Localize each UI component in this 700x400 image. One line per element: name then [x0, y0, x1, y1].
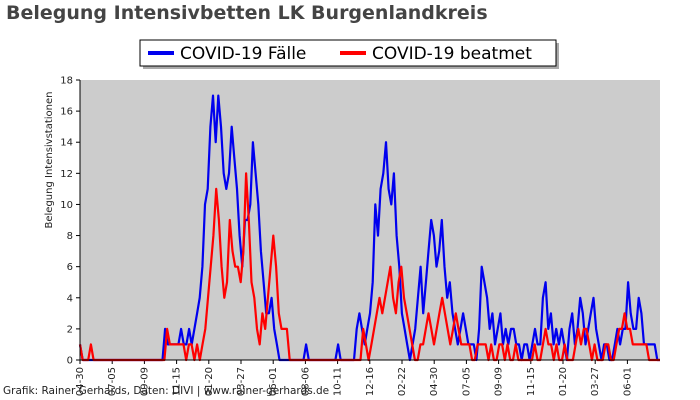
y-tick-label: 18: [60, 76, 73, 87]
x-tick-label: 04-30: [429, 367, 440, 396]
x-tick-label: 06-01: [622, 367, 633, 396]
y-axis-label: Belegung Intensivstationen: [44, 91, 55, 228]
x-tick-label: 07-05: [461, 367, 472, 396]
x-tick-label: 03-27: [236, 367, 247, 396]
x-tick-label: 11-15: [172, 367, 183, 396]
x-tick-label: 01-20: [558, 367, 569, 396]
series-line-beatmet: [78, 172, 660, 362]
x-tick-label: 03-27: [590, 367, 601, 396]
x-tick-label: 04-30: [75, 367, 86, 396]
y-tick-label: 0: [67, 356, 73, 367]
x-tick-label: 08-06: [300, 367, 311, 396]
x-tick-label: 02-22: [397, 367, 408, 396]
x-tick-label: 11-15: [526, 367, 537, 396]
x-tick-label: 10-11: [333, 367, 344, 396]
x-tick-label: 07-05: [107, 367, 118, 396]
x-tick-label: 12-16: [365, 367, 376, 396]
legend-label-beatmet: COVID-19 beatmet: [372, 44, 532, 64]
y-tick-label: 4: [67, 293, 73, 304]
chart-title: Belegung Intensivbetten LK Burgenlandkre…: [6, 2, 488, 24]
y-tick-label: 6: [67, 262, 73, 273]
y-tick-label: 14: [60, 138, 73, 149]
y-tick-label: 16: [60, 107, 73, 118]
y-tick-label: 12: [60, 169, 73, 180]
legend-label-faelle: COVID-19 Fälle: [180, 44, 306, 64]
x-tick-label: 09-09: [139, 367, 150, 396]
y-tick-label: 2: [67, 324, 73, 335]
credit-line: Grafik: Rainer Gerhards, Daten: DIVI | w…: [3, 385, 330, 397]
x-tick-label: 09-09: [494, 367, 505, 396]
x-tick-label: 06-01: [268, 367, 279, 396]
x-tick-label: 01-20: [204, 367, 215, 396]
y-tick-label: 10: [60, 200, 73, 211]
y-tick-label: 8: [67, 231, 73, 242]
